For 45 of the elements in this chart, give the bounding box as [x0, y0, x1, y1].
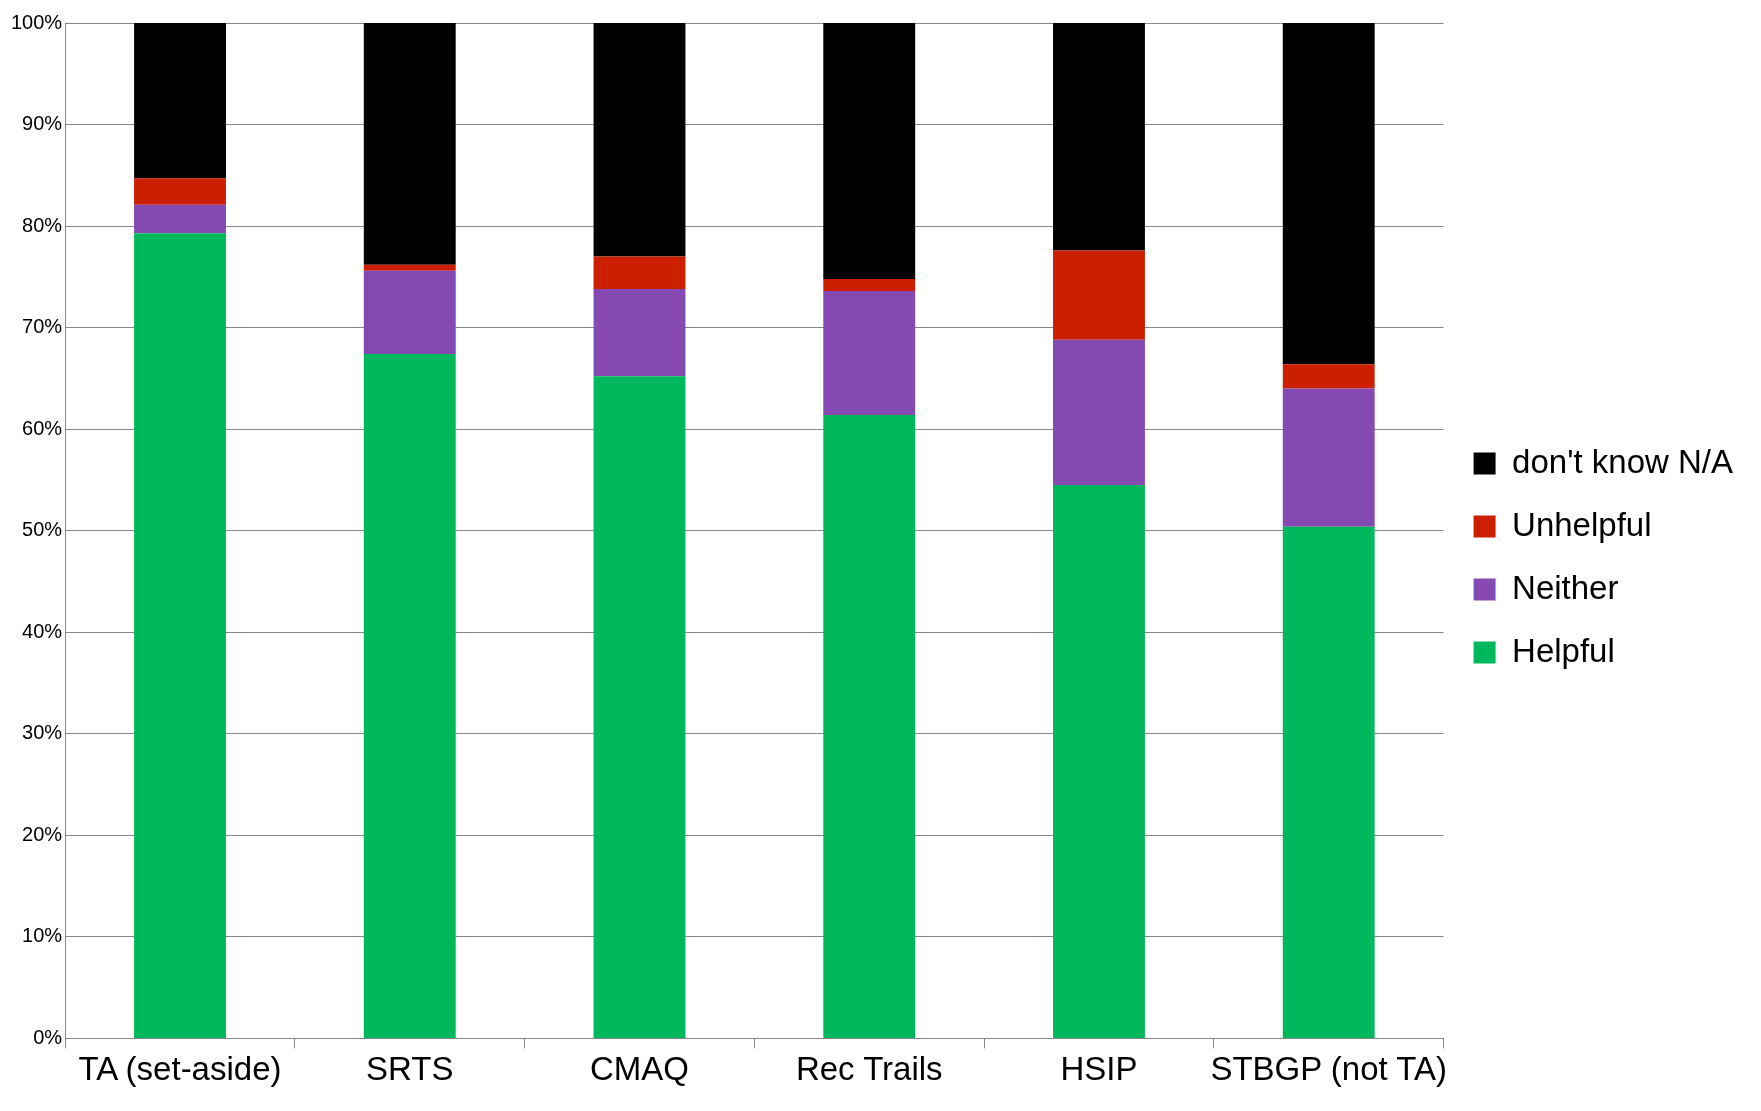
legend-label: don't know N/A: [1512, 442, 1734, 480]
legend-label: Helpful: [1512, 631, 1615, 669]
y-tick-label: 50%: [22, 518, 63, 541]
y-tick-label: 0%: [33, 1025, 63, 1048]
bar: [1282, 388, 1375, 527]
y-tick-label: 10%: [22, 924, 63, 947]
x-tick-label: Rec Trails: [795, 1050, 943, 1088]
x-tick-label: STBGP (not TA): [1210, 1050, 1448, 1088]
y-tick-label: 30%: [22, 721, 63, 744]
legend-label: Unhelpful: [1512, 505, 1652, 543]
bar: [823, 278, 916, 292]
y-tick-label: 40%: [22, 619, 63, 642]
bar: [134, 204, 226, 234]
bar: [1053, 23, 1145, 251]
bar: [1053, 339, 1145, 486]
bar: [823, 291, 916, 415]
bar: [593, 256, 686, 290]
legend-label: Neither: [1512, 568, 1619, 606]
bar: [134, 233, 226, 1038]
bar: [593, 376, 686, 1038]
x-tick-label: CMAQ: [590, 1050, 689, 1088]
x-tick-label: SRTS: [366, 1050, 454, 1088]
bar: [823, 414, 916, 1038]
y-tick-label: 20%: [22, 822, 63, 845]
bar: [1053, 485, 1145, 1038]
x-tick-label: HSIP: [1060, 1050, 1138, 1088]
bar: [363, 264, 456, 271]
bar: [363, 270, 456, 355]
bar: [1282, 526, 1375, 1038]
bar: [823, 23, 916, 279]
bar: [593, 289, 686, 377]
bar: [134, 178, 226, 205]
y-tick-label: 100%: [11, 10, 63, 33]
bar: [1282, 23, 1375, 365]
bar: [363, 354, 456, 1038]
bar: [134, 23, 226, 179]
bar: [1053, 250, 1145, 340]
y-tick-label: 60%: [22, 416, 63, 439]
bar: [1282, 364, 1375, 389]
bar: [363, 23, 456, 265]
x-tick-label: TA (set-aside): [78, 1050, 282, 1088]
bar: [593, 23, 686, 257]
y-tick-label: 80%: [22, 213, 63, 236]
y-tick-label: 70%: [22, 315, 63, 338]
y-tick-label: 90%: [22, 112, 63, 135]
